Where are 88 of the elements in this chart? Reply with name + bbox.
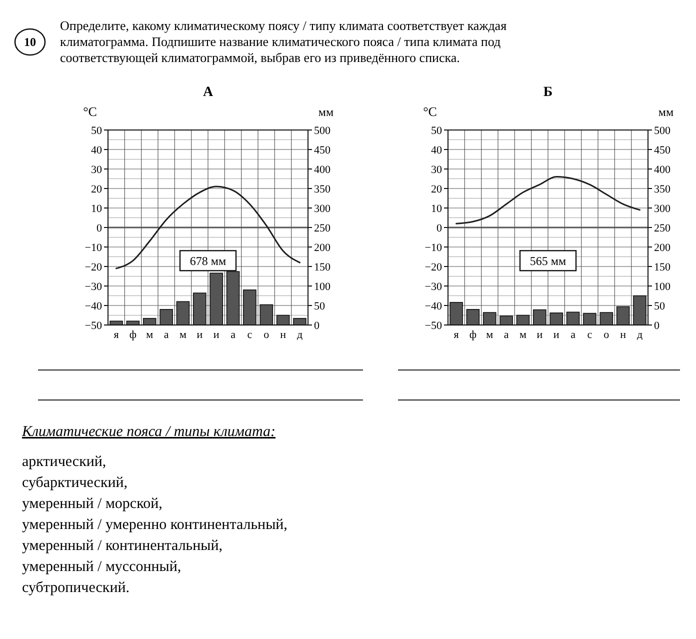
text: Климатические пояса / типы климата: [21, 424, 276, 440]
y2-tick-label: 250 [314, 222, 331, 234]
y2-axis-title: мм [658, 105, 674, 119]
x-tick-label: с [587, 329, 592, 341]
y-tick-label: −50 [424, 320, 442, 332]
text: умеренный / умеренно континентальный, [22, 517, 288, 533]
x-tick-label: и [536, 329, 543, 341]
chart-title: А [202, 85, 214, 100]
x-tick-label: я [114, 329, 119, 341]
y-tick-label: 0 [96, 222, 102, 234]
y-tick-label: −40 [424, 300, 442, 312]
text: 10 [24, 35, 36, 50]
x-tick-label: м [179, 329, 186, 341]
y-tick-label: −10 [424, 242, 442, 254]
y-tick-label: 20 [91, 183, 102, 196]
y2-tick-label: 400 [654, 164, 671, 176]
y2-tick-label: 50 [654, 300, 666, 312]
y-tick-label: 30 [91, 164, 102, 176]
line-series [116, 186, 300, 270]
y2-tick-label: 100 [654, 280, 671, 293]
y-tick-label: 40 [91, 144, 102, 156]
y-tick-label: 50 [431, 124, 442, 137]
y2-tick-label: 300 [654, 202, 671, 215]
y2-tick-label: 400 [314, 164, 331, 176]
y-tick-label: 30 [431, 164, 442, 176]
y-tick-label: −50 [84, 320, 102, 332]
annotation: 678 мм [190, 254, 226, 268]
text: умеренный / континентальный, [22, 538, 223, 554]
y-tick-label: −20 [424, 261, 442, 274]
y-tick-label: 0 [436, 222, 442, 234]
x-tick-label: и [553, 329, 560, 341]
y2-tick-label: 150 [314, 261, 331, 274]
chart-title: Б [543, 85, 553, 100]
x-tick-label: а [504, 329, 509, 341]
y2-tick-label: 0 [314, 320, 320, 332]
y2-tick-label: 50 [314, 300, 326, 312]
y2-tick-label: 350 [314, 183, 331, 196]
y2-tick-label: 450 [314, 144, 331, 156]
y2-tick-label: 300 [314, 202, 331, 215]
x-tick-label: м [486, 329, 494, 341]
x-tick-label: д [296, 329, 303, 341]
annotation: 565 мм [530, 254, 566, 268]
x-tick-label: д [636, 329, 643, 341]
text: арктический, [22, 454, 106, 470]
x-tick-label: и [196, 329, 203, 341]
x-tick-label: я [454, 329, 459, 341]
y-tick-label: 40 [431, 144, 442, 156]
y-tick-label: −30 [84, 280, 102, 293]
y-axis-title: °C [423, 104, 437, 119]
y2-tick-label: 200 [314, 242, 331, 254]
x-tick-label: и [213, 329, 220, 341]
y2-tick-label: 450 [654, 144, 671, 156]
y2-tick-label: 150 [654, 261, 671, 274]
line-series [456, 176, 640, 224]
y-tick-label: 20 [431, 183, 442, 196]
y-tick-label: 10 [431, 202, 442, 215]
y2-tick-label: 350 [654, 183, 671, 196]
y-tick-label: 50 [91, 124, 102, 137]
text: Определите, какому климатическому поясу / типу климата соответствует каждая климатограмма. Подпишите название климатического пояса / типа климата под соответствующей климатограммой, выбрав его из приведённого списка. [60, 18, 507, 65]
y-axis-title: °C [83, 104, 97, 119]
x-tick-label: ф [469, 329, 477, 341]
y2-tick-label: 0 [654, 320, 660, 332]
y2-tick-label: 500 [654, 124, 671, 137]
text: умеренный / морской, [22, 496, 162, 512]
x-tick-label: с [247, 329, 252, 341]
x-tick-label: м [519, 329, 526, 341]
y-tick-label: −10 [84, 242, 102, 254]
x-tick-label: н [280, 329, 286, 341]
x-tick-label: а [570, 329, 576, 341]
y-tick-label: −40 [84, 300, 102, 312]
x-tick-label: ф [129, 329, 137, 341]
y-tick-label: 10 [91, 202, 102, 215]
x-tick-label: а [230, 329, 236, 341]
y2-axis-title: мм [318, 105, 334, 119]
x-tick-label: о [604, 329, 610, 341]
x-tick-label: о [264, 329, 270, 341]
text: субтропический. [22, 580, 130, 596]
x-tick-label: н [620, 329, 626, 341]
text: субарктический, [22, 475, 128, 491]
y2-tick-label: 100 [314, 280, 331, 293]
x-tick-label: м [146, 329, 154, 341]
y-tick-label: −30 [424, 280, 442, 293]
text: умеренный / муссонный, [22, 559, 182, 575]
x-tick-label: а [164, 329, 169, 341]
y2-tick-label: 500 [314, 124, 331, 137]
y2-tick-label: 250 [654, 222, 671, 234]
y2-tick-label: 200 [654, 242, 671, 254]
y-tick-label: −20 [84, 261, 102, 274]
